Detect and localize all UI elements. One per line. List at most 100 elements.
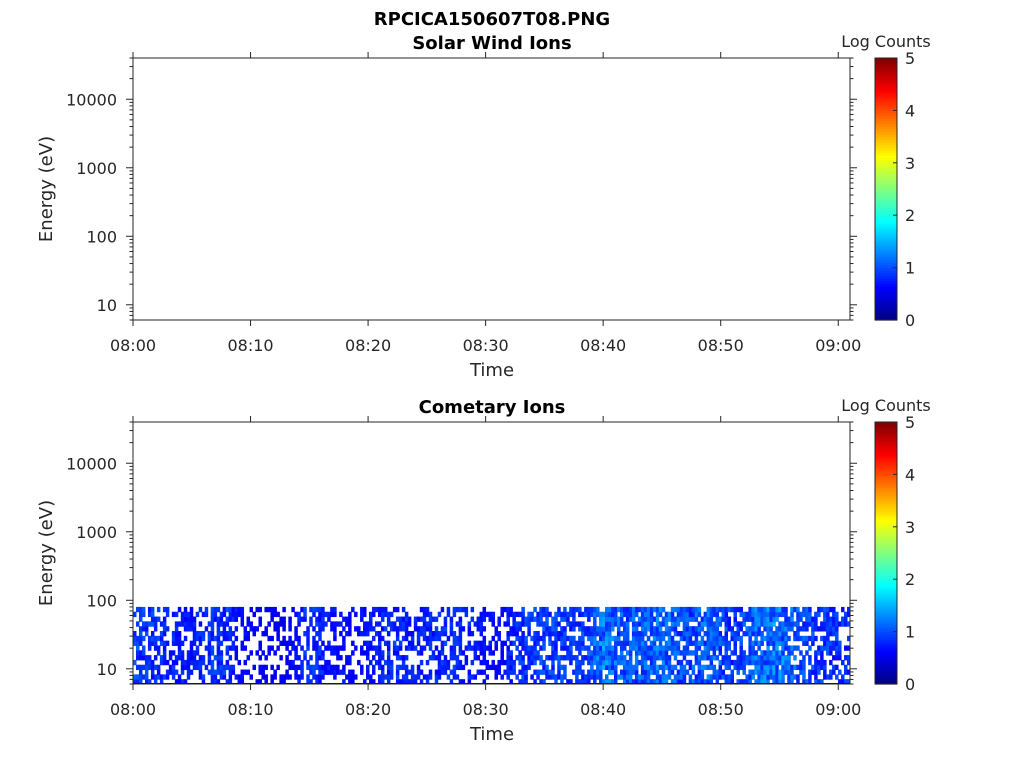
heatmap-cell (449, 650, 454, 656)
heatmap-cell (625, 626, 630, 632)
heatmap-cell (413, 616, 418, 622)
heatmap-cell (643, 606, 648, 613)
heatmap-cell (673, 631, 678, 637)
heatmap-cell (832, 621, 836, 627)
heatmap-cell (709, 659, 714, 666)
heatmap-cell (386, 659, 391, 666)
colorbar-segment (875, 492, 897, 496)
heatmap-cell (210, 650, 215, 656)
heatmap-cell (826, 645, 830, 651)
heatmap-cell (366, 669, 370, 675)
heatmap-cell (688, 640, 693, 646)
heatmap-cell (243, 645, 248, 651)
heatmap-cell (700, 626, 705, 632)
heatmap-cell (141, 611, 146, 618)
heatmap-cell (763, 626, 767, 632)
heatmap-cell (778, 606, 782, 613)
heatmap-cell (440, 650, 445, 656)
colorbar-frame (874, 421, 898, 685)
heatmap-cell (748, 616, 752, 622)
heatmap-cell (640, 631, 645, 637)
heatmap-cell (216, 631, 221, 637)
heatmap-cell (739, 640, 743, 646)
heatmap-cell (380, 650, 385, 656)
heatmap-cell (255, 626, 259, 632)
heatmap-cell (348, 669, 352, 675)
heatmap-cell (563, 640, 567, 646)
heatmap-cell (141, 621, 146, 627)
heatmap-cell (431, 635, 436, 642)
heatmap-cell (240, 621, 245, 627)
heatmap-cell (294, 669, 298, 675)
heatmap-cell (760, 655, 764, 661)
heatmap-cell (542, 664, 546, 671)
heatmap-cell (599, 640, 603, 646)
colorbar-segment (875, 450, 897, 455)
heatmap-cell (667, 664, 672, 671)
heatmap-cell (147, 679, 152, 685)
heatmap-cell (162, 655, 167, 661)
heatmap-cell (679, 679, 684, 685)
heatmap-cell (422, 621, 427, 627)
heatmap-cell (321, 674, 325, 680)
heatmap-cell (530, 650, 534, 656)
heatmap-cell (138, 631, 143, 637)
heatmap-cell (153, 616, 158, 622)
heatmap-cell (593, 611, 597, 618)
heatmap-cell (258, 616, 262, 622)
heatmap-cell (374, 631, 379, 637)
heatmap-cell (446, 659, 451, 666)
colorbar-segment (875, 199, 897, 203)
heatmap-cell (452, 631, 457, 637)
colorbar-segment (875, 442, 897, 447)
heatmap-cell (599, 664, 603, 671)
heatmap-cell (613, 674, 618, 680)
heatmap-cell (622, 645, 627, 651)
colorbar-segment (875, 123, 897, 127)
heatmap-cell (324, 669, 328, 675)
heatmap-cell (679, 669, 684, 675)
heatmap-cell (554, 635, 558, 642)
heatmap-cell (509, 655, 513, 661)
heatmap-cell (452, 669, 457, 675)
heatmap-cell (521, 611, 525, 618)
heatmap-cell (503, 621, 507, 627)
heatmap-cell (530, 659, 534, 666)
heatmap-cell (613, 669, 618, 675)
heatmap-cell (667, 635, 672, 642)
heatmap-cell (309, 655, 313, 661)
heatmap-cell (533, 616, 537, 622)
heatmap-cell (264, 626, 268, 632)
heatmap-cell (491, 616, 495, 622)
heatmap-cell (802, 606, 806, 613)
heatmap-cell (309, 621, 313, 627)
heatmap-cell (646, 611, 651, 618)
heatmap-cell (189, 611, 194, 618)
heatmap-cell (506, 621, 510, 627)
colorbar-segment (875, 102, 897, 106)
heatmap-cell (670, 626, 675, 632)
heatmap-cell (369, 659, 373, 666)
heatmap-cell (721, 616, 726, 622)
heatmap-cell (192, 640, 197, 646)
colorbar-segment (875, 668, 897, 672)
heatmap-cell (569, 645, 573, 651)
heatmap-cell (366, 655, 370, 661)
heatmap-cell (697, 679, 702, 685)
heatmap-cell (754, 635, 758, 642)
heatmap-cell (321, 626, 325, 632)
colorbar-segment (875, 558, 897, 562)
heatmap-cell (602, 616, 606, 622)
heatmap-cell (802, 674, 806, 680)
heatmap-cell (769, 606, 773, 613)
heatmap-cell (300, 645, 304, 651)
heatmap-cell (204, 606, 209, 613)
heatmap-cell (548, 631, 552, 637)
heatmap-cell (619, 650, 624, 656)
heatmap-cell (404, 611, 409, 618)
heatmap-cell (282, 635, 286, 642)
heatmap-cell (291, 606, 295, 613)
heatmap-cell (348, 655, 352, 661)
heatmap-cell (784, 659, 788, 666)
colorbar-segment (875, 490, 897, 494)
